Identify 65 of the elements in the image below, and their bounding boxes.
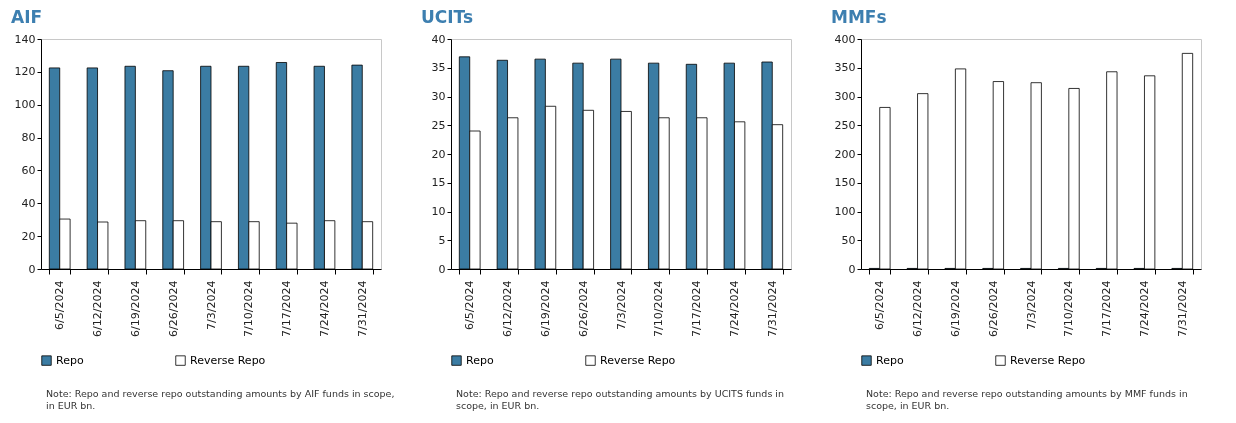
- x-tick-label: 6/19/2024: [538, 280, 552, 337]
- x-tick-label: 7/24/2024: [317, 280, 331, 337]
- legend-label: Reverse Repo: [190, 353, 266, 367]
- y-tick-label: 30: [431, 90, 446, 103]
- legend-label: Repo: [876, 353, 904, 367]
- x-tick-label: 6/12/2024: [911, 280, 925, 337]
- x-tick-label: 6/26/2024: [166, 280, 180, 337]
- x-tick-label: 6/26/2024: [576, 280, 590, 337]
- x-tick-label: 7/10/2024: [242, 280, 256, 337]
- x-tick-label: 7/3/2024: [614, 280, 628, 330]
- x-tick-label: 6/5/2024: [53, 280, 67, 330]
- text: Note: Repo and reverse repo outstanding amounts by AIF funds in scope, in EUR bn.: [45, 388, 396, 412]
- y-tick-label: 15: [431, 176, 446, 190]
- x-tick-label: 6/12/2024: [91, 280, 105, 337]
- x-tick-label: 7/24/2024: [727, 280, 741, 337]
- y-tick-label: 0: [848, 262, 856, 276]
- y-tick-label: 120: [14, 65, 36, 79]
- legend-label: Repo: [56, 353, 84, 367]
- y-tick-label: 150: [834, 176, 856, 190]
- legend-label: Reverse Repo: [600, 353, 676, 367]
- y-tick-label: 60: [21, 163, 36, 177]
- chart-title: MMFs: [831, 7, 887, 27]
- x-tick-label: 6/26/2024: [986, 280, 1000, 337]
- x-tick-label: 6/19/2024: [128, 280, 142, 337]
- y-tick-label: 350: [834, 61, 856, 75]
- y-tick-label: 0: [28, 262, 36, 276]
- y-tick-label: 50: [841, 233, 856, 247]
- x-tick-label: 7/31/2024: [765, 280, 779, 337]
- legend-label: Reverse Repo: [1010, 353, 1086, 367]
- y-tick-label: 5: [438, 233, 446, 247]
- y-tick-label: 0: [438, 262, 446, 276]
- y-tick-label: 100: [834, 205, 856, 218]
- text: Note: Repo and reverse repo outstanding amounts by UCITS funds in scope, in EUR bn.: [455, 388, 785, 412]
- y-tick-label: 35: [431, 61, 446, 75]
- x-tick-label: 7/3/2024: [1024, 280, 1038, 330]
- x-tick-label: 7/17/2024: [1100, 280, 1114, 337]
- y-tick-label: 25: [431, 118, 446, 132]
- x-tick-label: 6/5/2024: [873, 280, 887, 330]
- y-tick-label: 140: [14, 32, 36, 46]
- y-tick-label: 250: [834, 118, 856, 132]
- x-tick-label: 7/31/2024: [1175, 280, 1189, 337]
- x-tick-label: 7/17/2024: [280, 280, 294, 337]
- x-tick-label: 7/10/2024: [652, 280, 666, 337]
- y-tick-label: 400: [834, 32, 856, 46]
- x-tick-label: 6/19/2024: [948, 280, 962, 337]
- chart-title: AIF: [11, 7, 43, 27]
- x-tick-label: 7/31/2024: [355, 280, 369, 337]
- x-tick-label: 7/24/2024: [1137, 280, 1151, 337]
- chart-title: UCITs: [421, 7, 474, 27]
- text: Note: Repo and reverse repo outstanding amounts by MMF funds in scope, in EUR bn.: [865, 388, 1189, 412]
- x-tick-label: 6/12/2024: [501, 280, 515, 337]
- y-tick-label: 300: [834, 90, 856, 103]
- y-tick-label: 100: [14, 98, 36, 112]
- x-tick-label: 7/10/2024: [1062, 280, 1076, 337]
- legend-label: Repo: [466, 353, 494, 367]
- y-tick-label: 40: [431, 32, 446, 46]
- y-tick-label: 20: [21, 229, 36, 243]
- x-tick-label: 6/5/2024: [463, 280, 477, 330]
- y-tick-label: 200: [834, 147, 856, 161]
- y-tick-label: 20: [431, 147, 446, 161]
- x-tick-label: 7/3/2024: [204, 280, 218, 330]
- y-tick-label: 40: [21, 196, 36, 210]
- y-tick-label: 10: [431, 205, 446, 218]
- x-tick-label: 7/17/2024: [690, 280, 704, 337]
- y-tick-label: 80: [21, 131, 36, 145]
